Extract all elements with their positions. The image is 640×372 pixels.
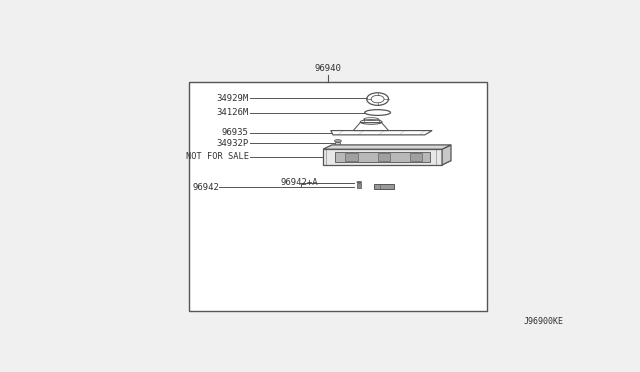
Polygon shape: [442, 145, 451, 165]
Text: 96940: 96940: [315, 64, 341, 73]
Polygon shape: [323, 145, 451, 149]
Ellipse shape: [335, 140, 341, 142]
Text: NOT FOR SALE: NOT FOR SALE: [186, 153, 249, 161]
Ellipse shape: [356, 181, 362, 183]
Bar: [346, 153, 358, 161]
Text: 34929M: 34929M: [216, 94, 249, 103]
Polygon shape: [323, 161, 451, 165]
Bar: [335, 152, 429, 162]
Text: 96942+A: 96942+A: [281, 179, 319, 187]
Bar: [374, 184, 394, 189]
Bar: [189, 82, 486, 311]
Text: 34932P: 34932P: [216, 139, 249, 148]
Bar: [378, 153, 390, 161]
Text: 96935: 96935: [222, 128, 249, 137]
Bar: [323, 149, 442, 165]
Bar: [335, 142, 340, 148]
Text: J96900KE: J96900KE: [524, 317, 564, 326]
Text: 96942: 96942: [192, 183, 219, 192]
Text: 34126M: 34126M: [216, 108, 249, 117]
Bar: [357, 183, 361, 188]
Bar: [410, 153, 422, 161]
